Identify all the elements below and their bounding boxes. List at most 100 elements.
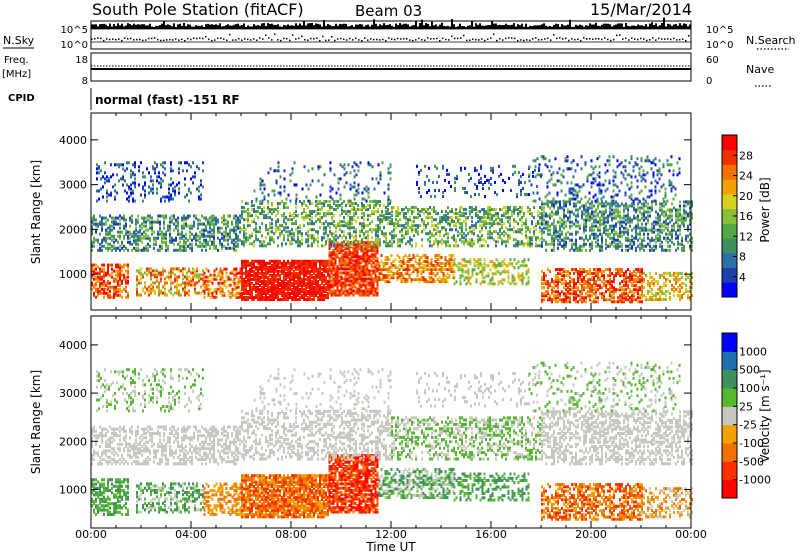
range-gate-cell bbox=[182, 277, 184, 280]
range-gate-cell bbox=[597, 296, 599, 299]
range-gate-cell bbox=[329, 244, 331, 247]
range-gate-cell bbox=[559, 268, 561, 271]
range-gate-cell bbox=[339, 279, 341, 282]
noise-sky-sample bbox=[461, 26, 463, 29]
noise-sky-sample bbox=[497, 25, 499, 29]
range-gate-cell bbox=[223, 215, 225, 218]
range-gate-cell bbox=[510, 258, 512, 261]
range-gate-cell bbox=[129, 231, 131, 234]
noise-sky-sample bbox=[611, 26, 613, 29]
range-gate-cell bbox=[145, 221, 147, 224]
range-gate-cell bbox=[482, 264, 484, 267]
noise-sky-sample bbox=[259, 26, 261, 29]
noise-sky-sample bbox=[407, 24, 409, 29]
range-gate-cell bbox=[553, 286, 555, 289]
range-gate-cell bbox=[472, 268, 474, 271]
range-gate-cell bbox=[111, 272, 113, 275]
range-gate-cell bbox=[543, 298, 545, 301]
range-gate-cell bbox=[441, 216, 443, 219]
range-gate-cell bbox=[196, 281, 198, 284]
range-gate-cell bbox=[204, 290, 206, 293]
range-gate-cell bbox=[621, 280, 623, 283]
range-gate-cell bbox=[190, 283, 192, 286]
noise-search-sample bbox=[109, 39, 111, 41]
range-gate-cell bbox=[325, 226, 327, 229]
range-gate-cell bbox=[447, 272, 449, 275]
range-gate-cell bbox=[103, 288, 105, 291]
range-gate-cell bbox=[161, 231, 163, 234]
range-gate-cell bbox=[510, 282, 512, 285]
noise-sky-sample bbox=[473, 27, 475, 29]
range-gate-cell bbox=[155, 237, 157, 240]
range-gate-cell bbox=[329, 212, 331, 215]
range-gate-cell bbox=[673, 290, 675, 293]
range-gate-cell bbox=[227, 239, 229, 242]
range-gate-cell bbox=[267, 276, 269, 279]
range-gate-cell bbox=[206, 284, 208, 287]
noise-search-sample bbox=[577, 38, 579, 40]
noise-search-sample bbox=[313, 38, 315, 40]
range-gate-cell bbox=[335, 224, 337, 227]
noise-search-sample bbox=[571, 38, 573, 40]
range-gate-cell bbox=[235, 241, 237, 244]
range-gate-cell bbox=[311, 242, 313, 245]
range-gate-cell bbox=[653, 282, 655, 285]
range-gate-cell bbox=[431, 224, 433, 227]
range-gate-cell bbox=[425, 208, 427, 211]
range-gate-cell bbox=[465, 222, 467, 225]
range-gate-cell bbox=[199, 245, 201, 248]
noise-search-sample bbox=[238, 38, 240, 40]
noise-sky-sample bbox=[673, 24, 675, 29]
range-gate-cell bbox=[486, 264, 488, 267]
noise-sky-sample bbox=[291, 25, 293, 29]
range-gate-cell bbox=[387, 208, 389, 211]
range-gate-cell bbox=[109, 282, 111, 285]
range-gate-cell bbox=[273, 260, 275, 263]
range-gate-cell bbox=[385, 274, 387, 277]
range-gate-cell bbox=[307, 296, 309, 299]
range-gate-cell bbox=[463, 208, 465, 211]
noise-sky-sample bbox=[265, 26, 267, 29]
range-gate-cell bbox=[281, 242, 283, 245]
range-gate-cell bbox=[551, 278, 553, 281]
range-gate-cell bbox=[681, 282, 683, 285]
noise-search-sample bbox=[592, 39, 594, 41]
noise-sky-sample bbox=[311, 23, 313, 29]
noise-search-sample bbox=[568, 40, 570, 42]
noise-sky-sample bbox=[261, 23, 263, 29]
range-gate-cell bbox=[605, 284, 607, 287]
range-gate-cell bbox=[107, 227, 109, 230]
range-gate-cell bbox=[441, 238, 443, 241]
range-gate-cell bbox=[613, 296, 615, 299]
range-gate-cell bbox=[454, 262, 456, 265]
range-gate-cell bbox=[208, 270, 210, 273]
range-gate-cell bbox=[227, 215, 229, 218]
range-gate-cell bbox=[387, 242, 389, 245]
range-gate-cell bbox=[349, 292, 351, 295]
range-gate-cell bbox=[277, 218, 279, 221]
range-gate-cell bbox=[335, 267, 337, 270]
range-gate-cell bbox=[190, 271, 192, 274]
range-gate-cell bbox=[379, 276, 381, 279]
range-gate-cell bbox=[263, 260, 265, 263]
range-gate-cell bbox=[455, 208, 457, 211]
range-gate-cell bbox=[609, 278, 611, 281]
range-gate-cell bbox=[317, 212, 319, 215]
range-gate-cell bbox=[333, 236, 335, 239]
range-gate-cell bbox=[93, 284, 95, 287]
range-gate-cell bbox=[347, 267, 349, 270]
noise-sky-sample bbox=[581, 25, 583, 29]
range-gate-cell bbox=[158, 281, 160, 284]
range-gate-cell bbox=[579, 294, 581, 297]
noise-search-sample bbox=[214, 39, 216, 41]
range-gate-cell bbox=[129, 241, 131, 244]
range-gate-cell bbox=[617, 300, 619, 303]
range-gate-cell bbox=[516, 282, 518, 285]
range-gate-cell bbox=[437, 272, 439, 275]
range-gate-cell bbox=[185, 217, 187, 220]
range-gate-cell bbox=[283, 226, 285, 229]
range-gate-cell bbox=[144, 292, 146, 295]
range-gate-cell bbox=[216, 268, 218, 271]
range-gate-cell bbox=[371, 269, 373, 272]
